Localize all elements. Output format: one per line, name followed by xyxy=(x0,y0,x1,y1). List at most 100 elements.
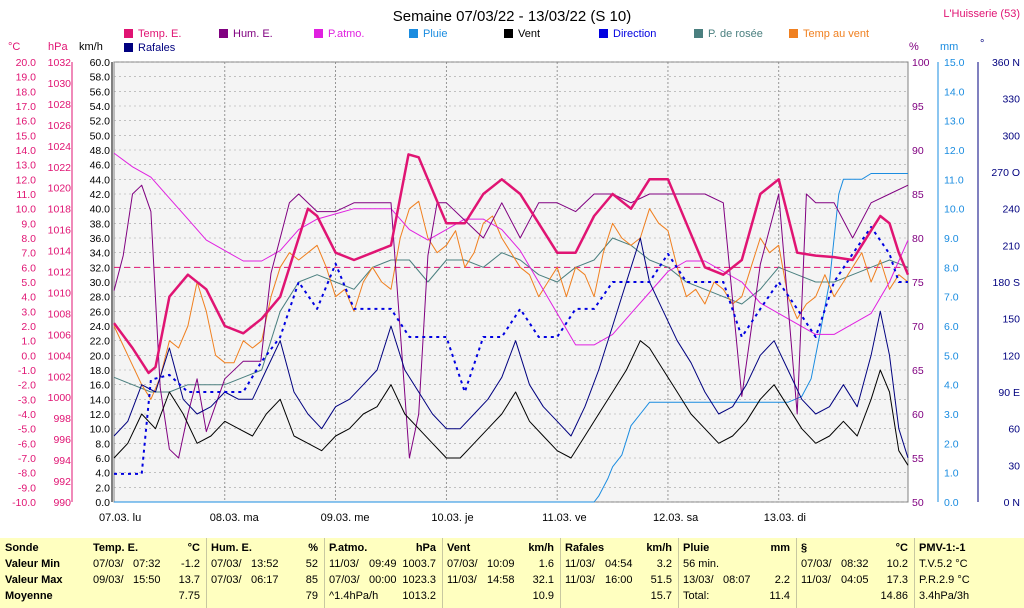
stats-cell-left: 3.4hPa/3h xyxy=(919,590,970,602)
wind-tick-label: 24.0 xyxy=(90,321,111,333)
temp-tick-label: 16.0 xyxy=(16,116,37,128)
dir-tick-label: 150 xyxy=(1002,314,1020,326)
stats-cell-left: Temp. E. xyxy=(93,542,139,554)
legend-label: Temp. E. xyxy=(138,28,181,40)
temp-tick-label: 3.0 xyxy=(21,306,36,318)
press-tick-label: 1022 xyxy=(48,162,72,174)
dir-axis-unit: ° xyxy=(980,38,984,50)
stats-cell-row: 07/03/08:32 10.2 xyxy=(796,558,914,573)
stats-cell-value: °C xyxy=(187,542,200,554)
rain-tick-label: 5.0 xyxy=(944,350,959,362)
press-axis-unit: hPa xyxy=(48,41,68,53)
wind-tick-label: 8.0 xyxy=(95,438,110,450)
rain-axis-unit: mm xyxy=(940,41,958,53)
x-tick-label: 07.03. lu xyxy=(99,512,141,524)
stats-cell-left: Pluie xyxy=(683,542,710,554)
stats-cell-row: 11/03/04:54 3.2 xyxy=(560,558,678,573)
wind-tick-label: 0.0 xyxy=(95,497,110,509)
temp-tick-label: -6.0 xyxy=(18,438,36,450)
stats-cell-time: 15:50 xyxy=(133,574,161,586)
wind-tick-label: 48.0 xyxy=(90,145,111,157)
stats-cell-value: % xyxy=(308,542,318,554)
stats-cell-value: 32.1 xyxy=(532,574,554,586)
wind-tick-label: 34.0 xyxy=(90,248,111,260)
legend-swatch xyxy=(124,29,133,38)
stats-cell-left: § xyxy=(801,542,808,554)
x-tick-label: 08.03. ma xyxy=(210,512,260,524)
wind-tick-label: 12.0 xyxy=(90,409,111,421)
legend-label: Direction xyxy=(613,28,656,40)
stats-cell-row: 10.9 xyxy=(442,590,560,605)
temp-tick-label: 15.0 xyxy=(16,130,37,142)
legend-label: P.atmo. xyxy=(328,28,365,40)
stats-separator xyxy=(560,538,561,608)
temp-tick-label: 6.0 xyxy=(21,262,36,274)
stats-cell-time: 06:17 xyxy=(251,574,279,586)
hum-tick-label: 75 xyxy=(912,277,924,289)
press-tick-label: 1020 xyxy=(48,183,72,195)
legend-label: Rafales xyxy=(138,42,176,54)
legend-swatch xyxy=(409,29,418,38)
temp-tick-label: 4.0 xyxy=(21,292,36,304)
series-line-temp-au-vent xyxy=(113,200,909,400)
stats-cell-value: 85 xyxy=(305,574,318,586)
stats-cell-row: 56 min. xyxy=(678,558,796,573)
series-line-rafales xyxy=(113,237,909,459)
stats-cell-left: 07/03/ xyxy=(211,574,242,586)
rain-tick-label: 14.0 xyxy=(944,86,965,98)
stats-cell-left: Vent xyxy=(447,542,471,554)
wind-tick-label: 30.0 xyxy=(90,277,111,289)
rain-tick-label: 7.0 xyxy=(944,292,959,304)
stats-cell-time: 08:07 xyxy=(723,574,751,586)
rain-tick-label: 2.0 xyxy=(944,438,959,450)
wind-tick-label: 28.0 xyxy=(90,292,111,304)
stats-cell-row: 11/03/16:00 51.5 xyxy=(560,574,678,589)
stats-cell-row: 07/03/06:17 85 xyxy=(206,574,324,589)
stats-cell-value: 51.5 xyxy=(650,574,672,586)
temp-tick-label: -9.0 xyxy=(18,482,36,494)
stats-cell-row: 79 xyxy=(206,590,324,605)
stats-cell-row: Rafales km/h xyxy=(560,542,678,557)
series-line-pluie xyxy=(114,173,908,503)
stats-column: Vent km/h 07/03/10:09 1.6 11/03/14:58 32.1 10.… xyxy=(442,538,560,608)
hum-tick-label: 90 xyxy=(912,145,924,157)
press-tick-label: 994 xyxy=(53,455,71,467)
stats-header-label: Sonde xyxy=(5,542,39,554)
stats-cell-value: 10.2 xyxy=(886,558,908,570)
temp-tick-label: 10.0 xyxy=(16,204,37,216)
dir-tick-label: 180 S xyxy=(993,277,1020,289)
press-tick-label: 1028 xyxy=(48,99,72,111)
temp-tick-label: 7.0 xyxy=(21,248,36,260)
dir-tick-label: 60 xyxy=(1008,424,1020,436)
legend-swatch xyxy=(789,29,798,38)
stats-cell-row: 07/03/13:52 52 xyxy=(206,558,324,573)
temp-tick-label: 19.0 xyxy=(16,72,37,84)
dir-tick-label: 120 xyxy=(1002,350,1020,362)
stats-cell-value: 11.4 xyxy=(769,590,790,602)
temp-tick-label: -1.0 xyxy=(18,365,36,377)
temp-tick-label: 9.0 xyxy=(21,218,36,230)
temp-tick-label: -2.0 xyxy=(18,380,36,392)
rain-tick-label: 1.0 xyxy=(944,468,959,480)
stats-cell-value: 1023.3 xyxy=(402,574,436,586)
stats-cell-value: 3.2 xyxy=(656,558,672,570)
stats-cell-row: T.V.5.2 °C xyxy=(914,558,1024,573)
rain-tick-label: 15.0 xyxy=(944,57,965,69)
stats-cell-value: km/h xyxy=(528,542,554,554)
legend-label: P. de rosée xyxy=(708,28,763,40)
legend-label: Temp au vent xyxy=(803,28,869,40)
stats-column: § °C 07/03/08:32 10.2 11/03/04:05 17.3 14.86 xyxy=(796,538,914,608)
stats-cell-row: 11/03/14:58 32.1 xyxy=(442,574,560,589)
stats-cell-left: ^1.4hPa/h xyxy=(329,590,379,602)
stats-cell-left: 56 min. xyxy=(683,558,720,570)
hum-tick-label: 65 xyxy=(912,365,924,377)
stats-cell-value: 1003.7 xyxy=(402,558,436,570)
wind-tick-label: 2.0 xyxy=(95,482,110,494)
stats-cell-left: 07/03/ xyxy=(447,558,478,570)
stats-cell-time: 14:58 xyxy=(487,574,515,586)
rain-tick-label: 6.0 xyxy=(944,321,959,333)
legend-swatch xyxy=(219,29,228,38)
legend-label: Hum. E. xyxy=(233,28,273,40)
hum-tick-label: 80 xyxy=(912,233,924,245)
temp-tick-label: 8.0 xyxy=(21,233,36,245)
